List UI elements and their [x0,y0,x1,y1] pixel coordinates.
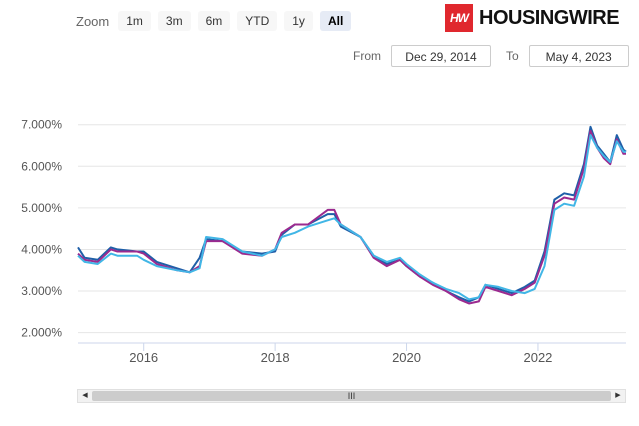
x-tick-label: 2018 [261,350,290,365]
housingwire-logo: HW HOUSINGWIRE [445,4,620,32]
x-tick-label: 2020 [392,350,421,365]
navigator-scrollbar[interactable]: ◀ III ▶ [77,389,626,403]
to-label: To [506,49,519,63]
logo-text: HOUSINGWIRE [479,6,620,29]
zoom-label: Zoom [76,13,110,29]
zoom-1y-button[interactable]: 1y [284,11,313,31]
x-tick-label: 2016 [129,350,158,365]
from-date-input[interactable]: Dec 29, 2014 [391,45,491,67]
scroll-left-icon[interactable]: ◀ [82,392,88,399]
y-tick-label: 3.000% [21,284,62,298]
y-tick-label: 2.000% [21,326,62,340]
zoom-6m-button[interactable]: 6m [197,11,231,31]
scroll-right-icon[interactable]: ▶ [615,392,621,399]
zoom-1m-button[interactable]: 1m [118,11,151,31]
y-tick-label: 6.000% [21,159,62,173]
y-tick-label: 7.000% [21,118,62,132]
y-tick-label: 4.000% [21,242,62,256]
scroll-thumb[interactable]: III [92,391,611,401]
series-line-2 [77,129,626,305]
zoom-all-button[interactable]: All [319,11,352,31]
series-line-3 [77,134,626,301]
x-tick-label: 2022 [523,350,552,365]
to-date-input[interactable]: May 4, 2023 [528,45,629,67]
zoom-ytd-button[interactable]: YTD [237,11,278,31]
scroll-grip-icon: III [347,391,356,401]
zoom-3m-button[interactable]: 3m [157,11,191,31]
range-from: From Dec 29, 2014 [353,44,491,68]
range-to: To May 4, 2023 [506,44,629,68]
from-label: From [353,49,381,63]
y-tick-label: 5.000% [21,201,62,215]
zoom-bar: Zoom 1m 3m 6m YTD 1y All [76,10,358,32]
logo-mark: HW [445,4,473,32]
series-line-1 [77,125,627,303]
